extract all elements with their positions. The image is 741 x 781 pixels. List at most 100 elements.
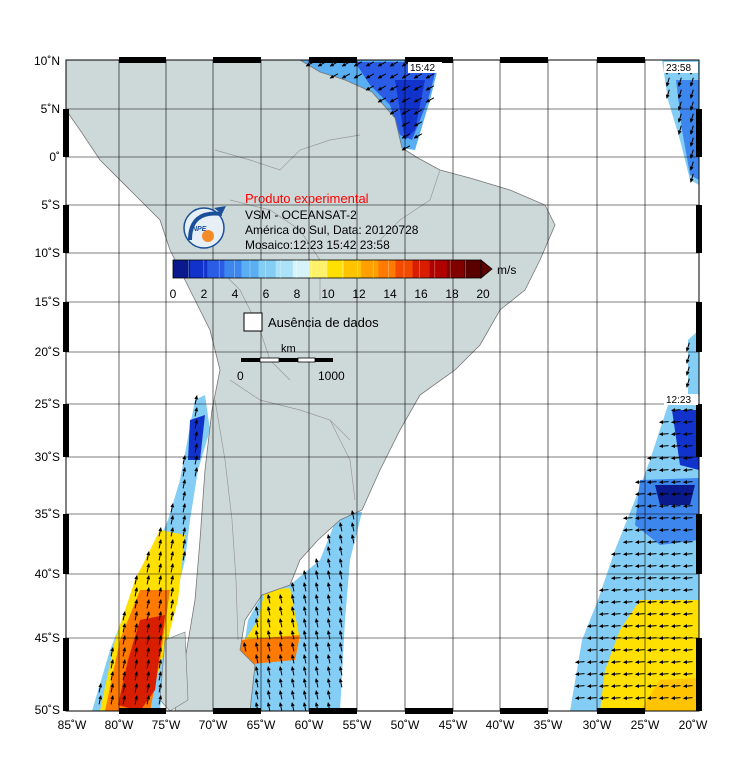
wind-arrow: [611, 624, 621, 629]
frame-left-4: [63, 404, 69, 457]
wind-arrow: [170, 539, 175, 549]
wind-arrow: [110, 683, 115, 693]
wind-arrow: [635, 648, 645, 653]
wind-arrow: [587, 624, 597, 629]
wind-arrow: [146, 635, 151, 645]
wind-arrow: [611, 600, 621, 605]
wind-arrow: [146, 647, 151, 657]
wind-arrow: [659, 624, 669, 629]
wind-arrow: [611, 552, 621, 557]
wind-arrow: [647, 696, 657, 701]
lat-label: 30˚S: [35, 450, 60, 464]
wind-arrow: [122, 611, 127, 621]
wind-arrow: [350, 522, 355, 532]
wind-arrow: [623, 696, 633, 701]
lon-label: 40˚W: [486, 718, 515, 732]
wind-arrow: [671, 672, 681, 677]
wind-arrow: [671, 480, 681, 485]
wind-arrow: [266, 690, 271, 700]
colorbar-segment: [275, 260, 294, 278]
wind-arrow: [611, 660, 621, 665]
wind-arrow: [623, 672, 633, 677]
wind-arrow: [599, 684, 609, 689]
wind-arrow: [689, 125, 694, 135]
lon-label: 60˚W: [295, 718, 324, 732]
legend: INPE Produto experimental VSM - OCEANSAT…: [170, 191, 517, 383]
wind-arrow: [278, 702, 283, 711]
colorbar-segment: [446, 260, 465, 278]
map-frame: [65, 59, 700, 712]
lat-label: 50˚S: [35, 703, 60, 717]
colorbar-tick: 18: [445, 287, 459, 301]
wind-arrow: [635, 612, 645, 617]
wind-arrow: [575, 684, 585, 689]
lon-label: 70˚W: [199, 718, 228, 732]
frame-right-1: [696, 109, 702, 157]
wind-arrow: [659, 516, 669, 521]
frame-left-3: [63, 302, 69, 352]
wind-arrow: [647, 588, 657, 593]
wind-arrow: [377, 85, 387, 91]
wind-arrow: [659, 468, 669, 473]
wind-arrow: [146, 587, 151, 597]
wind-arrow: [611, 564, 621, 569]
wind-arrow: [122, 635, 127, 645]
wind-arrow: [665, 89, 670, 99]
wind-arrow: [683, 456, 693, 461]
wind-arrow: [338, 522, 343, 532]
wind-arrow: [671, 420, 681, 425]
wind-arrow: [341, 73, 351, 79]
wind-arrow: [266, 606, 271, 616]
wind-arrow: [326, 678, 331, 688]
wind-arrow: [599, 696, 609, 701]
wind-arrow: [685, 354, 690, 364]
wind-arrow: [326, 582, 331, 592]
wind-arrow: [314, 558, 319, 568]
wind-arrow: [635, 516, 645, 521]
colorbar-tick: 4: [232, 287, 239, 301]
scale-segment: [279, 358, 298, 362]
wind-arrow: [647, 612, 657, 617]
wind-arrow: [182, 479, 187, 489]
wind-arrow: [647, 528, 657, 533]
wind-arrow: [659, 648, 669, 653]
wind-arrow: [122, 623, 127, 633]
wind-arrow: [134, 683, 139, 693]
wind-arrow: [647, 552, 657, 557]
colorbar-segment: [395, 260, 413, 278]
wind-arrow: [254, 690, 259, 700]
wind-arrow: [326, 534, 331, 544]
wind-arrow: [683, 480, 693, 485]
wind-arrow: [170, 563, 175, 573]
logo-dot: [202, 230, 214, 242]
frame-top-4: [405, 57, 453, 63]
wind-arrow: [683, 624, 693, 629]
scale-segment: [259, 357, 280, 363]
wind-arrow: [290, 582, 295, 592]
wind-arrow: [587, 660, 597, 665]
no-data-swatch: [243, 312, 263, 332]
frame-right-5: [696, 514, 702, 574]
colorbar-segment: [173, 260, 191, 278]
pass-time-labels: 15:42 23:58 12:23: [408, 62, 698, 406]
wind-arrow: [134, 659, 139, 669]
colorbar-segment: [224, 260, 242, 278]
wind-arrow: [158, 575, 163, 585]
wind-arrow: [659, 504, 669, 509]
wind-arrow: [671, 588, 681, 593]
swath-east-lower-strong1: [672, 410, 699, 470]
wind-arrow: [158, 587, 163, 597]
colorbar-tick: 8: [294, 287, 301, 301]
wind-arrow: [182, 539, 187, 549]
wind-arrow: [425, 97, 435, 103]
wind-arrow: [266, 678, 271, 688]
wind-arrow: [599, 612, 609, 617]
wind-arrow: [314, 570, 319, 580]
lat-label: 5˚S: [41, 198, 60, 212]
wind-arrow: [635, 696, 645, 701]
wind-arrow: [671, 504, 681, 509]
wind-arrow: [635, 672, 645, 677]
scale-segment: [315, 358, 333, 362]
colorbar-tick: 10: [321, 287, 335, 301]
border-6: [329, 419, 356, 501]
